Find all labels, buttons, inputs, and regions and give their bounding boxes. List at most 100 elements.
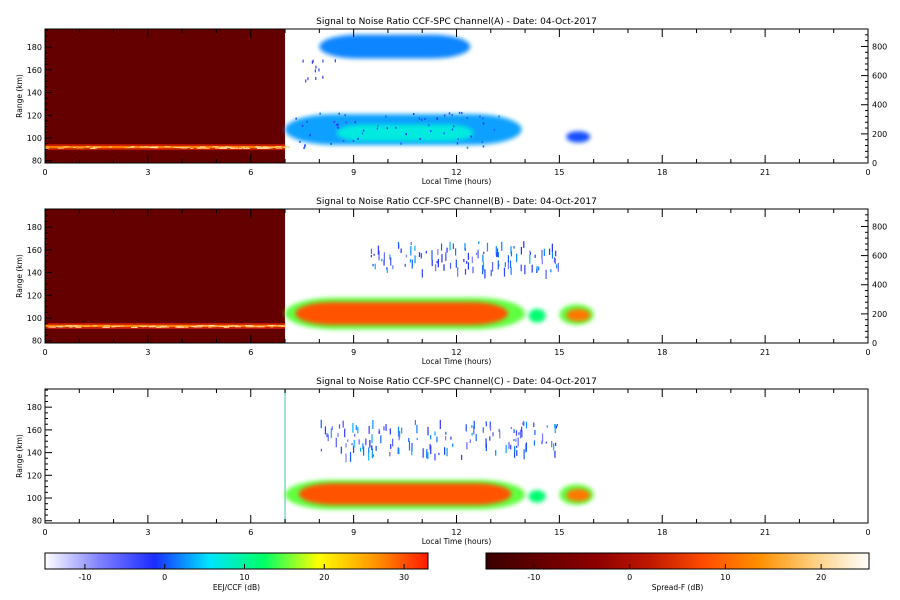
scatter-streak xyxy=(491,262,494,272)
spread-f-speck xyxy=(255,146,260,148)
spread-f-speck xyxy=(167,146,171,148)
scatter-streak xyxy=(389,254,391,260)
scatter-streak xyxy=(431,250,433,260)
spread-f-speck xyxy=(278,325,284,327)
scatter-streak xyxy=(541,433,544,443)
scatter-streak xyxy=(371,445,373,451)
scatter-streak xyxy=(452,443,454,447)
scatter-streak xyxy=(411,442,413,452)
echo-speck xyxy=(307,77,309,81)
y-tick-label: 80 xyxy=(32,157,42,166)
y-tick-label: 180 xyxy=(27,403,42,412)
scatter-streak xyxy=(516,445,518,448)
scatter-streak xyxy=(431,259,433,267)
spread-f-speck xyxy=(160,325,168,327)
scatter-streak xyxy=(378,250,380,261)
scatter-streak xyxy=(523,449,525,460)
spread-f-speck xyxy=(221,325,228,327)
echo-region xyxy=(319,34,471,59)
spread-f-speck xyxy=(133,325,139,327)
echo-speck xyxy=(334,59,336,63)
echo-speck xyxy=(418,117,421,120)
panel-b: 0 3 6 9 12 15 18 21 0801001201401601800200400600… xyxy=(15,197,887,366)
y-tick-label: 120 xyxy=(27,291,42,300)
spread-f-speck xyxy=(228,146,233,148)
scatter-streak xyxy=(520,246,523,255)
echo-speck xyxy=(362,129,365,132)
spread-f-speck xyxy=(190,147,194,149)
scatter-streak xyxy=(371,434,373,444)
spread-f-speck xyxy=(264,147,271,149)
x-tick-label: 9 xyxy=(351,168,356,177)
scatter-streak xyxy=(390,257,392,266)
spread-f-speck xyxy=(173,146,181,148)
colorbar-gradient xyxy=(485,552,870,570)
echo-speck xyxy=(481,141,484,144)
spread-f-speck xyxy=(199,146,205,148)
scatter-streak xyxy=(385,424,387,431)
scatter-streak xyxy=(365,438,367,446)
spread-f-speck xyxy=(181,147,188,149)
echo-region xyxy=(295,302,508,325)
spread-f-speck xyxy=(176,325,182,327)
x-tick-label: 0 xyxy=(42,348,47,357)
plot-area-a xyxy=(45,29,591,163)
x-axis-label: Local Time (hours) xyxy=(422,537,492,546)
scatter-streak xyxy=(486,242,489,252)
scatter-streak xyxy=(383,426,385,431)
x-tick-label: 6 xyxy=(248,168,253,177)
echo-speck xyxy=(319,112,321,115)
x-tick-label: 0 xyxy=(865,528,870,537)
scatter-streak xyxy=(347,439,349,443)
scatter-streak xyxy=(534,430,536,435)
scatter-streak xyxy=(392,438,394,447)
scatter-streak xyxy=(408,438,410,443)
echo-speck xyxy=(304,144,306,147)
spread-f-speck xyxy=(164,146,168,148)
spread-f-speck xyxy=(273,325,278,327)
scatter-streak xyxy=(510,444,512,450)
spread-f-speck xyxy=(223,326,230,328)
y-tick-label: 120 xyxy=(27,471,42,480)
spread-f-speck xyxy=(130,146,135,148)
y-tick-label: 100 xyxy=(27,314,42,323)
echo-speck xyxy=(412,113,415,116)
spread-f-speck xyxy=(257,326,261,328)
spread-f-speck xyxy=(262,147,270,149)
echo-speck xyxy=(405,133,407,136)
spread-f-speck xyxy=(57,325,63,327)
scatter-streak xyxy=(331,426,333,430)
y-tick-label: 180 xyxy=(27,223,42,232)
x-axis-label: Local Time (hours) xyxy=(422,177,492,186)
scatter-streak xyxy=(507,255,510,263)
scatter-streak xyxy=(497,260,499,270)
spread-f-speck xyxy=(234,326,242,328)
x-axis-label: Local Time (hours) xyxy=(422,357,492,366)
scatter-streak xyxy=(439,419,441,429)
spread-f-speck xyxy=(258,326,265,328)
echo-speck xyxy=(338,112,340,115)
spread-f-speck xyxy=(238,148,242,150)
spread-f-speck xyxy=(208,325,215,327)
scatter-streak xyxy=(410,242,412,245)
y-tick-label: 80 xyxy=(32,337,42,346)
spread-f-speck xyxy=(204,325,209,327)
scatter-streak xyxy=(342,420,344,428)
spread-f-speck xyxy=(156,326,162,328)
scatter-streak xyxy=(389,451,391,457)
spread-f-speck xyxy=(270,326,274,328)
scatter-streak xyxy=(444,447,446,455)
spread-f-speck xyxy=(283,146,290,148)
scatter-streak xyxy=(378,430,381,434)
echo-speck xyxy=(330,142,332,145)
scatter-streak xyxy=(522,422,524,426)
echo-speck xyxy=(458,111,461,114)
scatter-streak xyxy=(434,453,436,461)
x-tick-label: 21 xyxy=(760,348,770,357)
right-tick-label: 200 xyxy=(872,310,887,319)
spread-f-speck xyxy=(75,326,82,328)
scatter-streak xyxy=(446,247,448,253)
spread-f-speck xyxy=(241,146,246,148)
spread-f-speck xyxy=(245,326,253,328)
plot-area-b xyxy=(45,209,594,343)
